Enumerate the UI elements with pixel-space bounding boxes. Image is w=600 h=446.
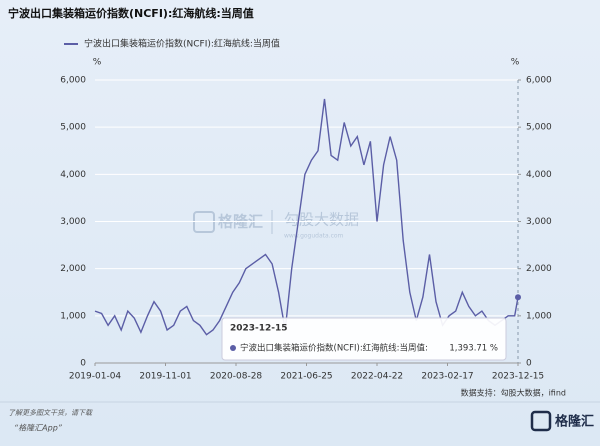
y2-tick-label: 4,000 bbox=[526, 170, 552, 180]
tooltip-dot bbox=[230, 345, 236, 351]
footer-line1: 了解更多图文干货，请下载 bbox=[8, 409, 93, 417]
y-tick-label: 0 bbox=[80, 359, 86, 369]
watermark-url: www.gogudata.com bbox=[284, 233, 344, 240]
tooltip-box bbox=[221, 317, 507, 361]
y-tick-label: 2,000 bbox=[60, 264, 86, 274]
legend-label: 宁波出口集装箱运价指数(NCFI):红海航线:当周值 bbox=[84, 38, 280, 50]
x-tick-label: 2019-11-01 bbox=[139, 372, 191, 382]
y-tick-label: 3,000 bbox=[60, 217, 86, 227]
x-tick-label: 2019-01-04 bbox=[69, 372, 122, 382]
tooltip: 2023-12-15 宁波出口集装箱运价指数(NCFI):红海航线:当周值: 1… bbox=[221, 317, 507, 361]
x-tick-label: 2023-02-17 bbox=[421, 372, 473, 382]
y-tick-label: 5,000 bbox=[60, 123, 86, 133]
y2-tick-label: 6,000 bbox=[526, 76, 552, 86]
y2-tick-label: 3,000 bbox=[526, 217, 552, 227]
y-unit: % bbox=[93, 58, 102, 68]
x-tick-label: 2021-06-25 bbox=[280, 372, 332, 382]
x-tick-label: 2022-04-22 bbox=[351, 372, 403, 382]
chart-title: 宁波出口集装箱运价指数(NCFI):红海航线:当周值 bbox=[8, 6, 254, 20]
logo-text: 格隆汇 bbox=[555, 414, 594, 430]
source: 数据支持：勾股大数据，ifind bbox=[461, 388, 566, 398]
series-line bbox=[94, 98, 519, 336]
y2-tick-label: 2,000 bbox=[526, 264, 552, 274]
x-tick-label: 2023-12-15 bbox=[492, 372, 544, 382]
footer-line2: “格隆汇App” bbox=[14, 424, 63, 433]
y-tick-label: 1,000 bbox=[60, 311, 86, 321]
tooltip-label: 宁波出口集装箱运价指数(NCFI):红海航线:当周值: bbox=[240, 343, 428, 354]
watermark-partner: 勾股大数据 bbox=[284, 211, 359, 229]
y2-unit: % bbox=[511, 58, 520, 68]
logo-icon bbox=[530, 410, 552, 432]
y2-tick-label: 0 bbox=[526, 359, 532, 369]
highlight-point bbox=[515, 294, 521, 301]
tooltip-value: 1,393.71 % bbox=[449, 344, 498, 354]
y-tick-label: 6,000 bbox=[60, 76, 86, 86]
tooltip-date: 2023-12-15 bbox=[230, 324, 288, 334]
y2-tick-label: 5,000 bbox=[526, 123, 552, 133]
y-tick-label: 4,000 bbox=[60, 170, 86, 180]
x-tick-label: 2020-08-28 bbox=[210, 372, 263, 382]
watermark: 格隆汇 勾股大数据 www.gogudata.com bbox=[193, 210, 359, 240]
y2-tick-label: 1,000 bbox=[526, 311, 552, 321]
